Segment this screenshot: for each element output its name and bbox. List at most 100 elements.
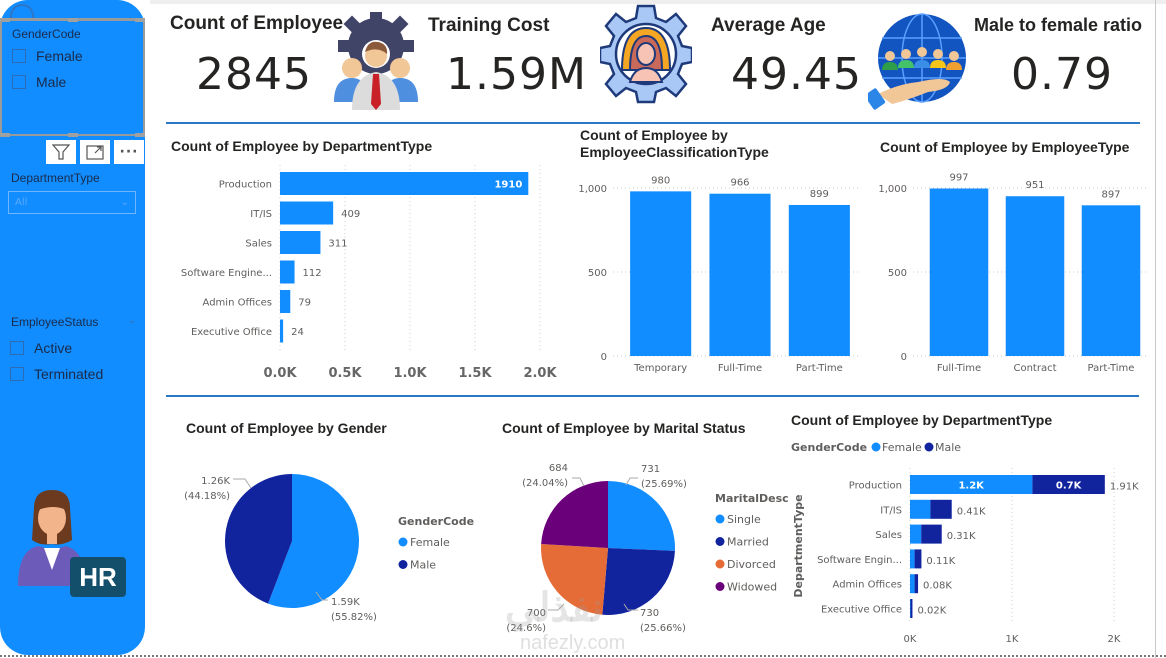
bar-segment[interactable] xyxy=(910,599,911,618)
resize-handle[interactable] xyxy=(68,133,78,137)
x-category-label: Temporary xyxy=(633,363,687,374)
back-icon[interactable] xyxy=(10,4,34,18)
status-slicer-title: EmployeeStatus ⌄ xyxy=(11,315,136,329)
y-category-label: Admin Offices xyxy=(203,298,272,309)
slice-percent-label: (24.6%) xyxy=(506,623,546,634)
bar[interactable] xyxy=(280,172,529,195)
x-tick-label: 1.5K xyxy=(458,366,492,381)
gender-pie-chart[interactable]: 1.59K (55.82%) 1.26K (44.18%) GenderCode Fema… xyxy=(165,440,485,650)
filter-button[interactable] xyxy=(46,140,76,164)
checkbox[interactable] xyxy=(12,75,26,89)
bar[interactable] xyxy=(630,191,692,356)
bar[interactable] xyxy=(280,201,334,225)
status-option-active[interactable]: Active xyxy=(0,335,145,361)
checkbox[interactable] xyxy=(10,341,24,355)
legend-item: Male xyxy=(935,441,961,454)
bar-segment[interactable] xyxy=(910,524,922,544)
x-tick-label: 2K xyxy=(1108,634,1121,645)
bar-segment[interactable] xyxy=(910,549,915,569)
bar[interactable] xyxy=(929,188,989,356)
y-tick-label: 500 xyxy=(888,268,907,279)
legend-marker xyxy=(924,442,934,452)
y-axis-title: DepartmentType xyxy=(792,494,805,597)
bar[interactable] xyxy=(788,204,850,356)
legend-item: Female xyxy=(882,441,922,454)
resize-handle[interactable] xyxy=(68,18,78,22)
x-tick-label: 0K xyxy=(904,634,917,645)
focus-mode-icon xyxy=(86,145,104,160)
legend-item: Widowed xyxy=(727,581,777,594)
total-label: 1.91K xyxy=(1110,482,1139,493)
checkbox[interactable] xyxy=(10,367,24,381)
legend-title: MaritalDesc xyxy=(715,492,789,505)
resize-handle[interactable] xyxy=(0,18,10,22)
y-tick-label: 500 xyxy=(588,268,607,279)
marital-pie-chart[interactable]: 731 (25.69%) 730 (25.66%) 700 (24.6%) 684 (24.0… xyxy=(490,440,790,650)
chevron-down-icon[interactable]: ⌄ xyxy=(127,315,136,326)
bar-segment[interactable] xyxy=(910,475,1033,494)
leader-line xyxy=(572,477,585,487)
legend-title: GenderCode xyxy=(791,441,867,454)
bar-segment[interactable] xyxy=(914,574,919,594)
bar[interactable] xyxy=(709,193,771,356)
dept-bar-chart[interactable]: 0.0K 0.5K 1.0K 1.5K 2.0K Production 1910 IT/IS 4… xyxy=(165,160,565,390)
leader-line xyxy=(625,477,638,486)
resize-handle[interactable] xyxy=(135,18,145,22)
chart-title: Count of Employee by Marital Status xyxy=(502,420,746,436)
bar[interactable] xyxy=(280,260,295,284)
data-label: 899 xyxy=(810,189,829,200)
x-tick-label: 0.0K xyxy=(263,366,297,381)
pie-slice[interactable] xyxy=(225,474,292,604)
pie-slice[interactable] xyxy=(268,474,359,608)
more-options-button[interactable]: ··· xyxy=(114,140,144,164)
legend-marker xyxy=(871,442,881,452)
bar-segment[interactable] xyxy=(1032,475,1105,494)
status-option-terminated[interactable]: Terminated xyxy=(0,361,145,387)
total-label: 0.11K xyxy=(926,556,955,567)
bar-segment[interactable] xyxy=(910,499,931,519)
hr-woman-icon xyxy=(18,490,84,586)
data-label: 409 xyxy=(341,209,360,220)
pie-slice[interactable] xyxy=(541,543,608,615)
bar[interactable] xyxy=(1081,205,1141,356)
employee-type-bar-chart[interactable]: 0 500 1,000 997 Full-Time 951 Contract 897 Part-… xyxy=(865,160,1155,380)
legend-marker xyxy=(715,559,725,569)
focus-mode-button[interactable] xyxy=(80,140,110,164)
data-label: 79 xyxy=(298,298,311,309)
resize-handle[interactable] xyxy=(0,133,10,137)
department-slicer-title: DepartmentType xyxy=(11,171,100,185)
bar-segment[interactable] xyxy=(914,549,922,569)
pie-slice[interactable] xyxy=(608,481,675,551)
checkbox[interactable] xyxy=(12,49,26,63)
bar-segment[interactable] xyxy=(930,499,952,519)
dept-gender-stacked-chart[interactable]: GenderCode Female Male 0K 1K 2K DepartmentType… xyxy=(780,432,1156,654)
gender-option-male[interactable]: Male xyxy=(2,69,143,95)
bar-segment[interactable] xyxy=(910,599,913,618)
x-tick-label: 0.5K xyxy=(328,366,362,381)
globe-hand-people-icon xyxy=(868,13,966,110)
bar[interactable] xyxy=(1005,196,1065,356)
slice-percent-label: (25.69%) xyxy=(641,479,687,490)
bar-segment[interactable] xyxy=(921,524,942,544)
slice-percent-label: (55.82%) xyxy=(331,612,377,623)
bar-segment[interactable] xyxy=(910,574,915,594)
gender-option-female[interactable]: Female xyxy=(2,43,143,69)
kpi-ratio-value: 0.79 xyxy=(1011,49,1113,100)
section-divider xyxy=(166,395,1139,397)
department-dropdown[interactable]: All ⌄ xyxy=(8,191,136,214)
legend-title: GenderCode xyxy=(398,515,474,528)
pie-slice[interactable] xyxy=(541,481,608,548)
bar[interactable] xyxy=(280,231,321,254)
bar[interactable] xyxy=(280,290,291,313)
classification-bar-chart[interactable]: 0 500 1,000 980 Temporary 966 Full-Time 899 Part… xyxy=(565,160,865,380)
pie-slice[interactable] xyxy=(602,548,675,615)
resize-handle[interactable] xyxy=(135,133,145,137)
y-category-label: IT/IS xyxy=(880,505,902,516)
y-category-label: Sales xyxy=(875,530,902,541)
bar[interactable] xyxy=(280,319,284,343)
slice-percent-label: (25.66%) xyxy=(640,623,686,634)
x-category-label: Part-Time xyxy=(796,363,843,374)
data-label: 966 xyxy=(730,178,749,189)
chart-title: Count of Employee by EmployeeClassificat… xyxy=(580,127,769,160)
gender-slicer-title: GenderCode xyxy=(12,27,81,41)
